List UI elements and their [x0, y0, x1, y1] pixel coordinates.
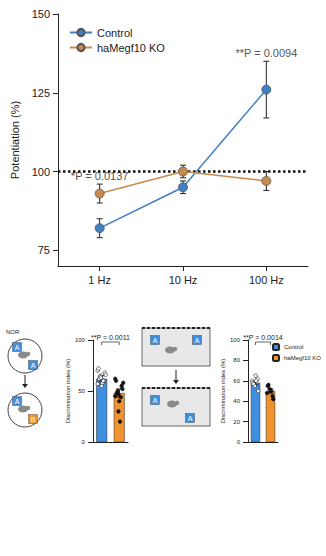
svg-text:A: A	[15, 344, 20, 351]
svg-text:haMegf10 KO: haMegf10 KO	[284, 355, 321, 361]
svg-text:80: 80	[233, 357, 240, 363]
svg-text:**P = 0.0094: **P = 0.0094	[235, 47, 297, 59]
svg-text:A: A	[188, 415, 193, 422]
svg-text:150: 150	[32, 8, 50, 20]
svg-text:A: A	[153, 397, 158, 404]
svg-text:**P = 0.0014: **P = 0.0014	[243, 334, 282, 341]
svg-text:100: 100	[75, 337, 86, 343]
svg-text:1 Hz: 1 Hz	[88, 274, 111, 286]
svg-text:0: 0	[82, 439, 86, 445]
svg-text:125: 125	[32, 87, 50, 99]
svg-text:A: A	[31, 362, 36, 369]
svg-text:*P = 0.0137: *P = 0.0137	[70, 169, 129, 182]
svg-text:40: 40	[233, 398, 240, 404]
svg-text:A: A	[15, 398, 20, 405]
svg-text:Discrimination index (%): Discrimination index (%)	[220, 359, 226, 424]
svg-text:haMegf10 KO: haMegf10 KO	[97, 42, 165, 54]
svg-text:10 Hz: 10 Hz	[169, 274, 198, 286]
svg-text:B: B	[31, 416, 36, 423]
svg-text:100: 100	[230, 337, 241, 343]
svg-text:Potentiation (%): Potentiation (%)	[9, 101, 21, 179]
svg-text:Control: Control	[97, 27, 132, 39]
svg-text:NOR: NOR	[6, 329, 20, 335]
svg-text:75: 75	[38, 244, 50, 256]
svg-text:60: 60	[233, 378, 240, 384]
svg-text:20: 20	[233, 419, 240, 425]
svg-text:0: 0	[237, 439, 241, 445]
svg-text:Discrimination index (%): Discrimination index (%)	[65, 359, 71, 424]
svg-text:100 Hz: 100 Hz	[249, 274, 284, 286]
svg-text:50: 50	[78, 388, 85, 394]
svg-text:A: A	[153, 337, 158, 344]
svg-text:**P = 0.0011: **P = 0.0011	[91, 334, 130, 341]
svg-text:100: 100	[32, 166, 50, 178]
svg-text:A: A	[195, 337, 200, 344]
svg-text:Control: Control	[284, 344, 303, 350]
